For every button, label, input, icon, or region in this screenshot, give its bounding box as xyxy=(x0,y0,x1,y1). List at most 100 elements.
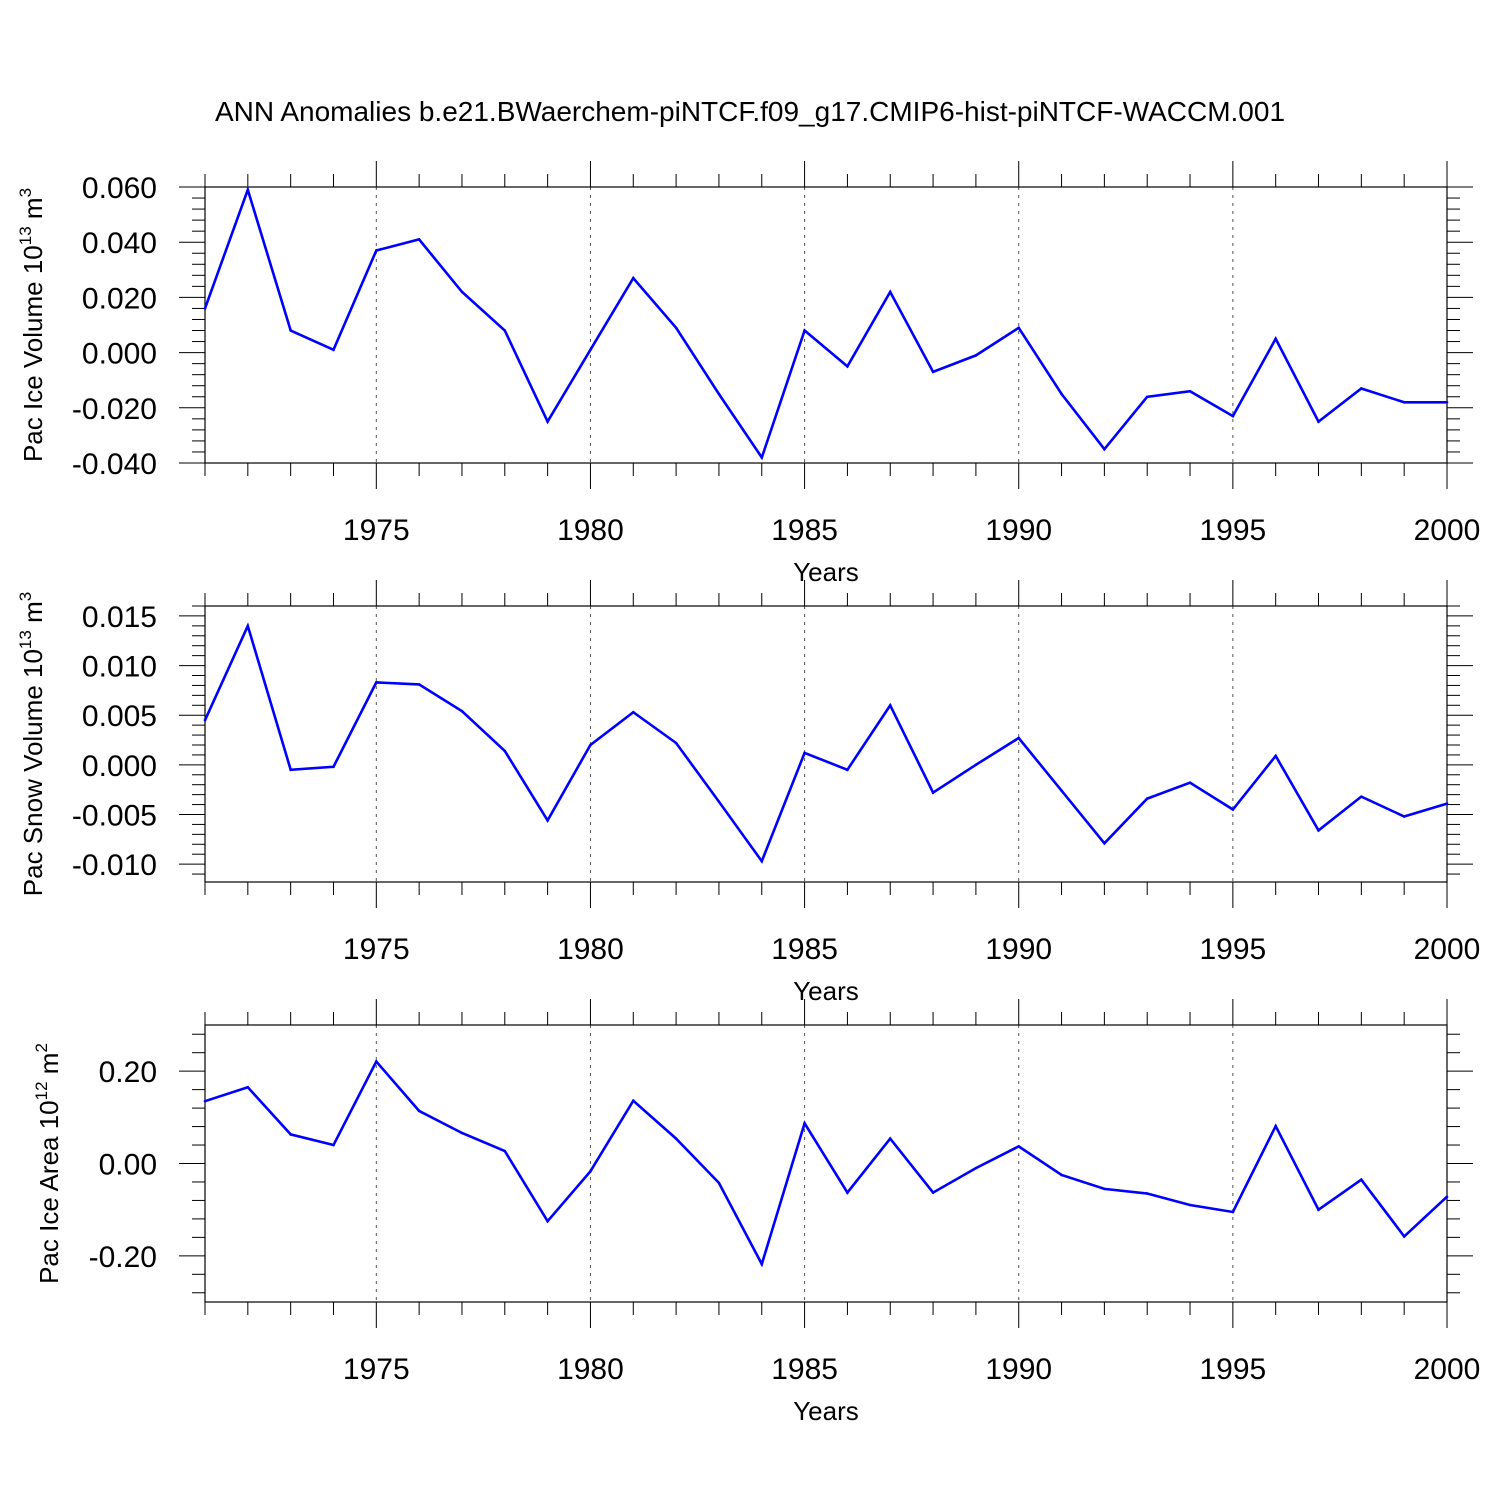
data-point xyxy=(417,238,421,241)
data-point xyxy=(1360,795,1363,798)
data-point xyxy=(546,420,549,423)
y-axis-label: Pac Ice Area 1012 m2 xyxy=(32,1043,64,1284)
data-point xyxy=(375,1060,378,1063)
data-point xyxy=(460,1131,464,1135)
data-point xyxy=(1017,736,1021,740)
data-point xyxy=(1317,420,1320,423)
y-axis-label: Pac Ice Volume 1013 m3 xyxy=(16,188,48,462)
data-point xyxy=(1145,1192,1149,1195)
data-point xyxy=(1060,1173,1063,1177)
data-point xyxy=(1274,754,1277,758)
x-tick-label: 2000 xyxy=(1414,514,1481,547)
data-point xyxy=(589,348,592,352)
data-point xyxy=(846,1191,849,1194)
data-point xyxy=(717,1181,721,1185)
y-tick-label: -0.040 xyxy=(72,448,157,481)
series-line-1 xyxy=(203,185,1447,461)
data-point xyxy=(1017,326,1021,330)
data-point xyxy=(1231,808,1235,811)
data-point xyxy=(888,703,892,707)
data-point xyxy=(1103,841,1106,845)
x-tick-label: 1975 xyxy=(343,933,410,966)
data-point xyxy=(888,290,892,294)
y-axis-label-text: Pac Snow Volume 10 xyxy=(18,649,48,896)
x-axis-label: Years xyxy=(793,557,859,587)
x-tick-label: 1975 xyxy=(343,514,410,547)
data-point xyxy=(417,1109,421,1113)
data-point xyxy=(589,1170,592,1173)
data-point xyxy=(1317,829,1320,832)
y-tick-label: -0.20 xyxy=(89,1241,157,1274)
x-tick-label: 2000 xyxy=(1414,933,1481,966)
data-point xyxy=(1103,447,1106,451)
y-axis-label-text: Pac Ice Volume 10 xyxy=(18,245,48,462)
y-tick-label: -0.010 xyxy=(72,849,157,882)
data-point xyxy=(1445,802,1449,805)
data-point xyxy=(332,348,335,352)
y-axis-label-superscript: 13 xyxy=(16,630,35,649)
data-point xyxy=(631,276,635,280)
data-point xyxy=(1274,1124,1277,1128)
data-point xyxy=(1231,414,1235,418)
data-point xyxy=(717,800,721,803)
data-point xyxy=(931,791,935,794)
data-point xyxy=(1017,1145,1021,1148)
data-point xyxy=(1445,400,1449,404)
data-point xyxy=(674,1137,678,1140)
data-point xyxy=(760,1262,764,1266)
y-axis-label-superscript: 3 xyxy=(16,188,35,197)
y-tick-label: 0.010 xyxy=(82,651,157,684)
x-tick-label: 1995 xyxy=(1199,514,1266,547)
panel-3: 0.20 0.00 -0.20 1975 1980 1985 1990 1995 2000 Yea… xyxy=(32,999,1480,1426)
y-tick-label: 0.000 xyxy=(82,338,157,371)
x-tick-label: 1980 xyxy=(557,933,624,966)
y-tick-label: 0.000 xyxy=(82,750,157,783)
y-axis-label-superscript: 2 xyxy=(32,1043,51,1052)
y-tick-label: 0.00 xyxy=(99,1149,157,1182)
data-point xyxy=(1060,392,1063,396)
y-axis-label-superscript: 13 xyxy=(16,226,35,245)
data-point xyxy=(674,741,678,745)
data-point xyxy=(1188,781,1192,785)
y-axis-label-superscript: 3 xyxy=(16,592,35,601)
data-point xyxy=(460,709,464,713)
y-tick-label: 0.005 xyxy=(82,700,157,733)
data-point xyxy=(803,329,806,332)
data-point xyxy=(1402,815,1406,818)
x-tick-label: 1975 xyxy=(343,1353,410,1386)
y-tick-label: 0.20 xyxy=(99,1056,157,1089)
data-point xyxy=(332,1143,335,1147)
data-point xyxy=(1103,1187,1106,1191)
data-point xyxy=(974,1166,978,1170)
data-point xyxy=(1402,400,1406,404)
data-point xyxy=(1274,337,1277,341)
y-axis-label-text: Pac Ice Area 10 xyxy=(34,1100,64,1284)
y-tick-label: 0.060 xyxy=(82,172,157,205)
data-point xyxy=(974,354,978,357)
data-point xyxy=(931,370,935,374)
data-point xyxy=(1445,1195,1449,1199)
data-point xyxy=(375,681,378,684)
x-tick-label: 1990 xyxy=(985,933,1052,966)
data-point xyxy=(760,456,764,459)
y-axis-label-superscript: 12 xyxy=(32,1081,51,1100)
data-point xyxy=(546,1219,549,1223)
x-tick-label: 2000 xyxy=(1414,1353,1481,1386)
data-point xyxy=(1231,1210,1235,1214)
panel-1: 0.060 0.040 0.020 0.000 -0.020 -0.040 1975 1980… xyxy=(16,161,1480,587)
x-tick-label: 1985 xyxy=(771,514,838,547)
data-point xyxy=(417,683,421,686)
series-line-1 xyxy=(204,1059,1448,1268)
x-tick-label: 1985 xyxy=(771,933,838,966)
x-tick-label: 1985 xyxy=(771,1353,838,1386)
data-point xyxy=(631,710,635,714)
data-point xyxy=(375,249,378,252)
data-point xyxy=(289,329,292,332)
y-tick-label: -0.005 xyxy=(72,799,157,832)
data-point xyxy=(503,749,507,753)
data-point xyxy=(203,307,207,310)
x-tick-label: 1995 xyxy=(1199,1353,1266,1386)
data-point xyxy=(1145,395,1149,399)
y-tick-label: 0.040 xyxy=(82,227,157,260)
